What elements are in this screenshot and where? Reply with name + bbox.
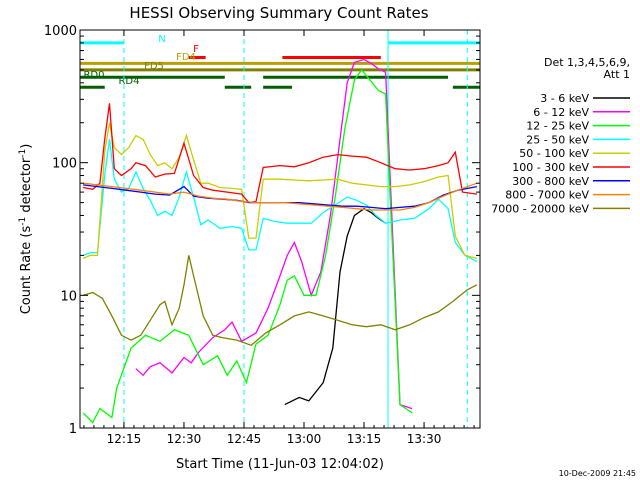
legend-entry-label: 300 - 800 keV <box>512 175 589 188</box>
flag-label-n: N <box>158 34 165 45</box>
x-tick-label: 13:15 <box>347 432 382 446</box>
legend-entry-label: 25 - 50 keV <box>526 133 589 146</box>
legend-entry-label: 50 - 100 keV <box>519 147 589 160</box>
x-axis: 12:15 12:30 12:45 13:00 13:15 13:30 <box>83 30 475 446</box>
flag-label-rd0: RD0 <box>83 70 104 81</box>
legend-title-line: Att 1 <box>604 68 630 81</box>
plot-frame <box>79 29 481 429</box>
y-tick-label: 1 <box>69 422 77 437</box>
flag-label-f: F <box>193 44 199 55</box>
legend-entry-label: 7000 - 20000 keV <box>491 202 589 215</box>
legend-entry-label: 3 - 6 keV <box>540 92 589 105</box>
legend-entry-label: 800 - 7000 keV <box>505 189 589 202</box>
y-tick-label: 1000 <box>44 24 77 39</box>
x-tick-label: 12:15 <box>107 432 142 446</box>
series-line-50-100-kev <box>82 122 478 260</box>
series-group <box>82 58 478 424</box>
chart-title: HESSI Observing Summary Count Rates <box>129 4 428 22</box>
flag-label-rd4: RD4 <box>118 76 139 87</box>
y-axis-label: Count Rate (s-1 detector-1) <box>18 144 34 315</box>
x-tick-label: 12:30 <box>167 432 202 446</box>
series-line-800-7000-kev <box>83 182 478 211</box>
x-tick-label: 13:00 <box>287 432 322 446</box>
series-line-6-12-kev <box>135 58 413 410</box>
series-line-3-6-kev <box>284 207 386 406</box>
legend-entry-label: 12 - 25 keV <box>526 120 589 133</box>
attenuator-markers <box>123 30 468 428</box>
series-line-7000-20000-kev <box>82 255 478 347</box>
series-line-12-25-kev <box>82 68 413 424</box>
series-line-25-50-kev <box>82 139 478 263</box>
legend-title-line: Det 1,3,4,5,6,9, <box>544 56 630 69</box>
x-axis-label: Start Time (11-Jun-03 12:04:02) <box>176 457 384 472</box>
series-line-100-300-kev <box>82 103 477 204</box>
flag-label-fd5: FD5 <box>144 61 164 72</box>
x-tick-label: 12:45 <box>227 432 262 446</box>
legend-entry-label: 100 - 300 keV <box>512 161 589 174</box>
legend-entry-label: 6 - 12 keV <box>533 106 589 119</box>
y-axis: 1 10 100 1000 <box>44 24 480 437</box>
y-tick-label: 100 <box>52 157 77 172</box>
y-tick-label: 10 <box>60 289 77 304</box>
x-tick-label: 13:30 <box>407 432 442 446</box>
footer-timestamp: 10-Dec-2009 21:45 <box>559 469 636 478</box>
flag-label-fd4: FD4 <box>176 52 196 63</box>
